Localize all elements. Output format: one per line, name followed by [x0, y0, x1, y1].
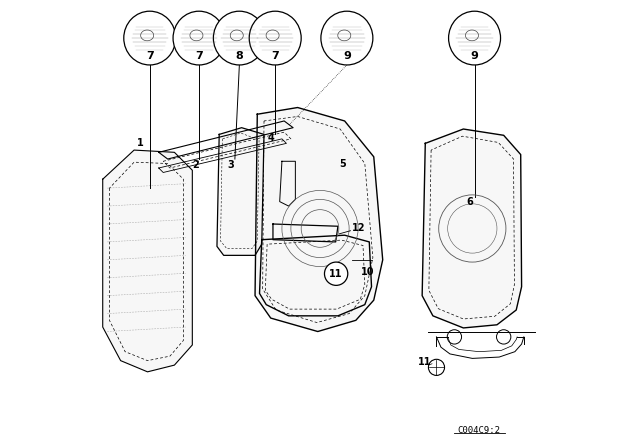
Text: 12: 12 — [352, 224, 365, 233]
Ellipse shape — [173, 11, 225, 65]
Text: 7: 7 — [146, 51, 154, 60]
Text: 1: 1 — [138, 138, 144, 148]
Polygon shape — [422, 129, 522, 328]
Text: 10: 10 — [361, 267, 374, 277]
Polygon shape — [217, 128, 264, 255]
Circle shape — [324, 262, 348, 285]
Polygon shape — [255, 108, 383, 332]
Text: 3: 3 — [227, 160, 234, 170]
Text: 11: 11 — [330, 269, 343, 279]
Text: 7: 7 — [195, 51, 203, 60]
Text: 2: 2 — [192, 160, 199, 170]
Text: 11: 11 — [418, 357, 431, 366]
Ellipse shape — [213, 11, 266, 65]
Ellipse shape — [321, 11, 373, 65]
Text: 6: 6 — [467, 198, 474, 207]
Polygon shape — [102, 150, 192, 372]
Text: 9: 9 — [343, 51, 351, 60]
Ellipse shape — [449, 11, 500, 65]
Text: 4: 4 — [268, 133, 274, 142]
Text: 7: 7 — [271, 51, 279, 60]
Ellipse shape — [249, 11, 301, 65]
Text: 5: 5 — [339, 159, 346, 168]
Text: 9: 9 — [470, 51, 479, 60]
Ellipse shape — [124, 11, 176, 65]
Text: C004C9:2: C004C9:2 — [458, 426, 500, 435]
Text: 8: 8 — [236, 51, 243, 60]
